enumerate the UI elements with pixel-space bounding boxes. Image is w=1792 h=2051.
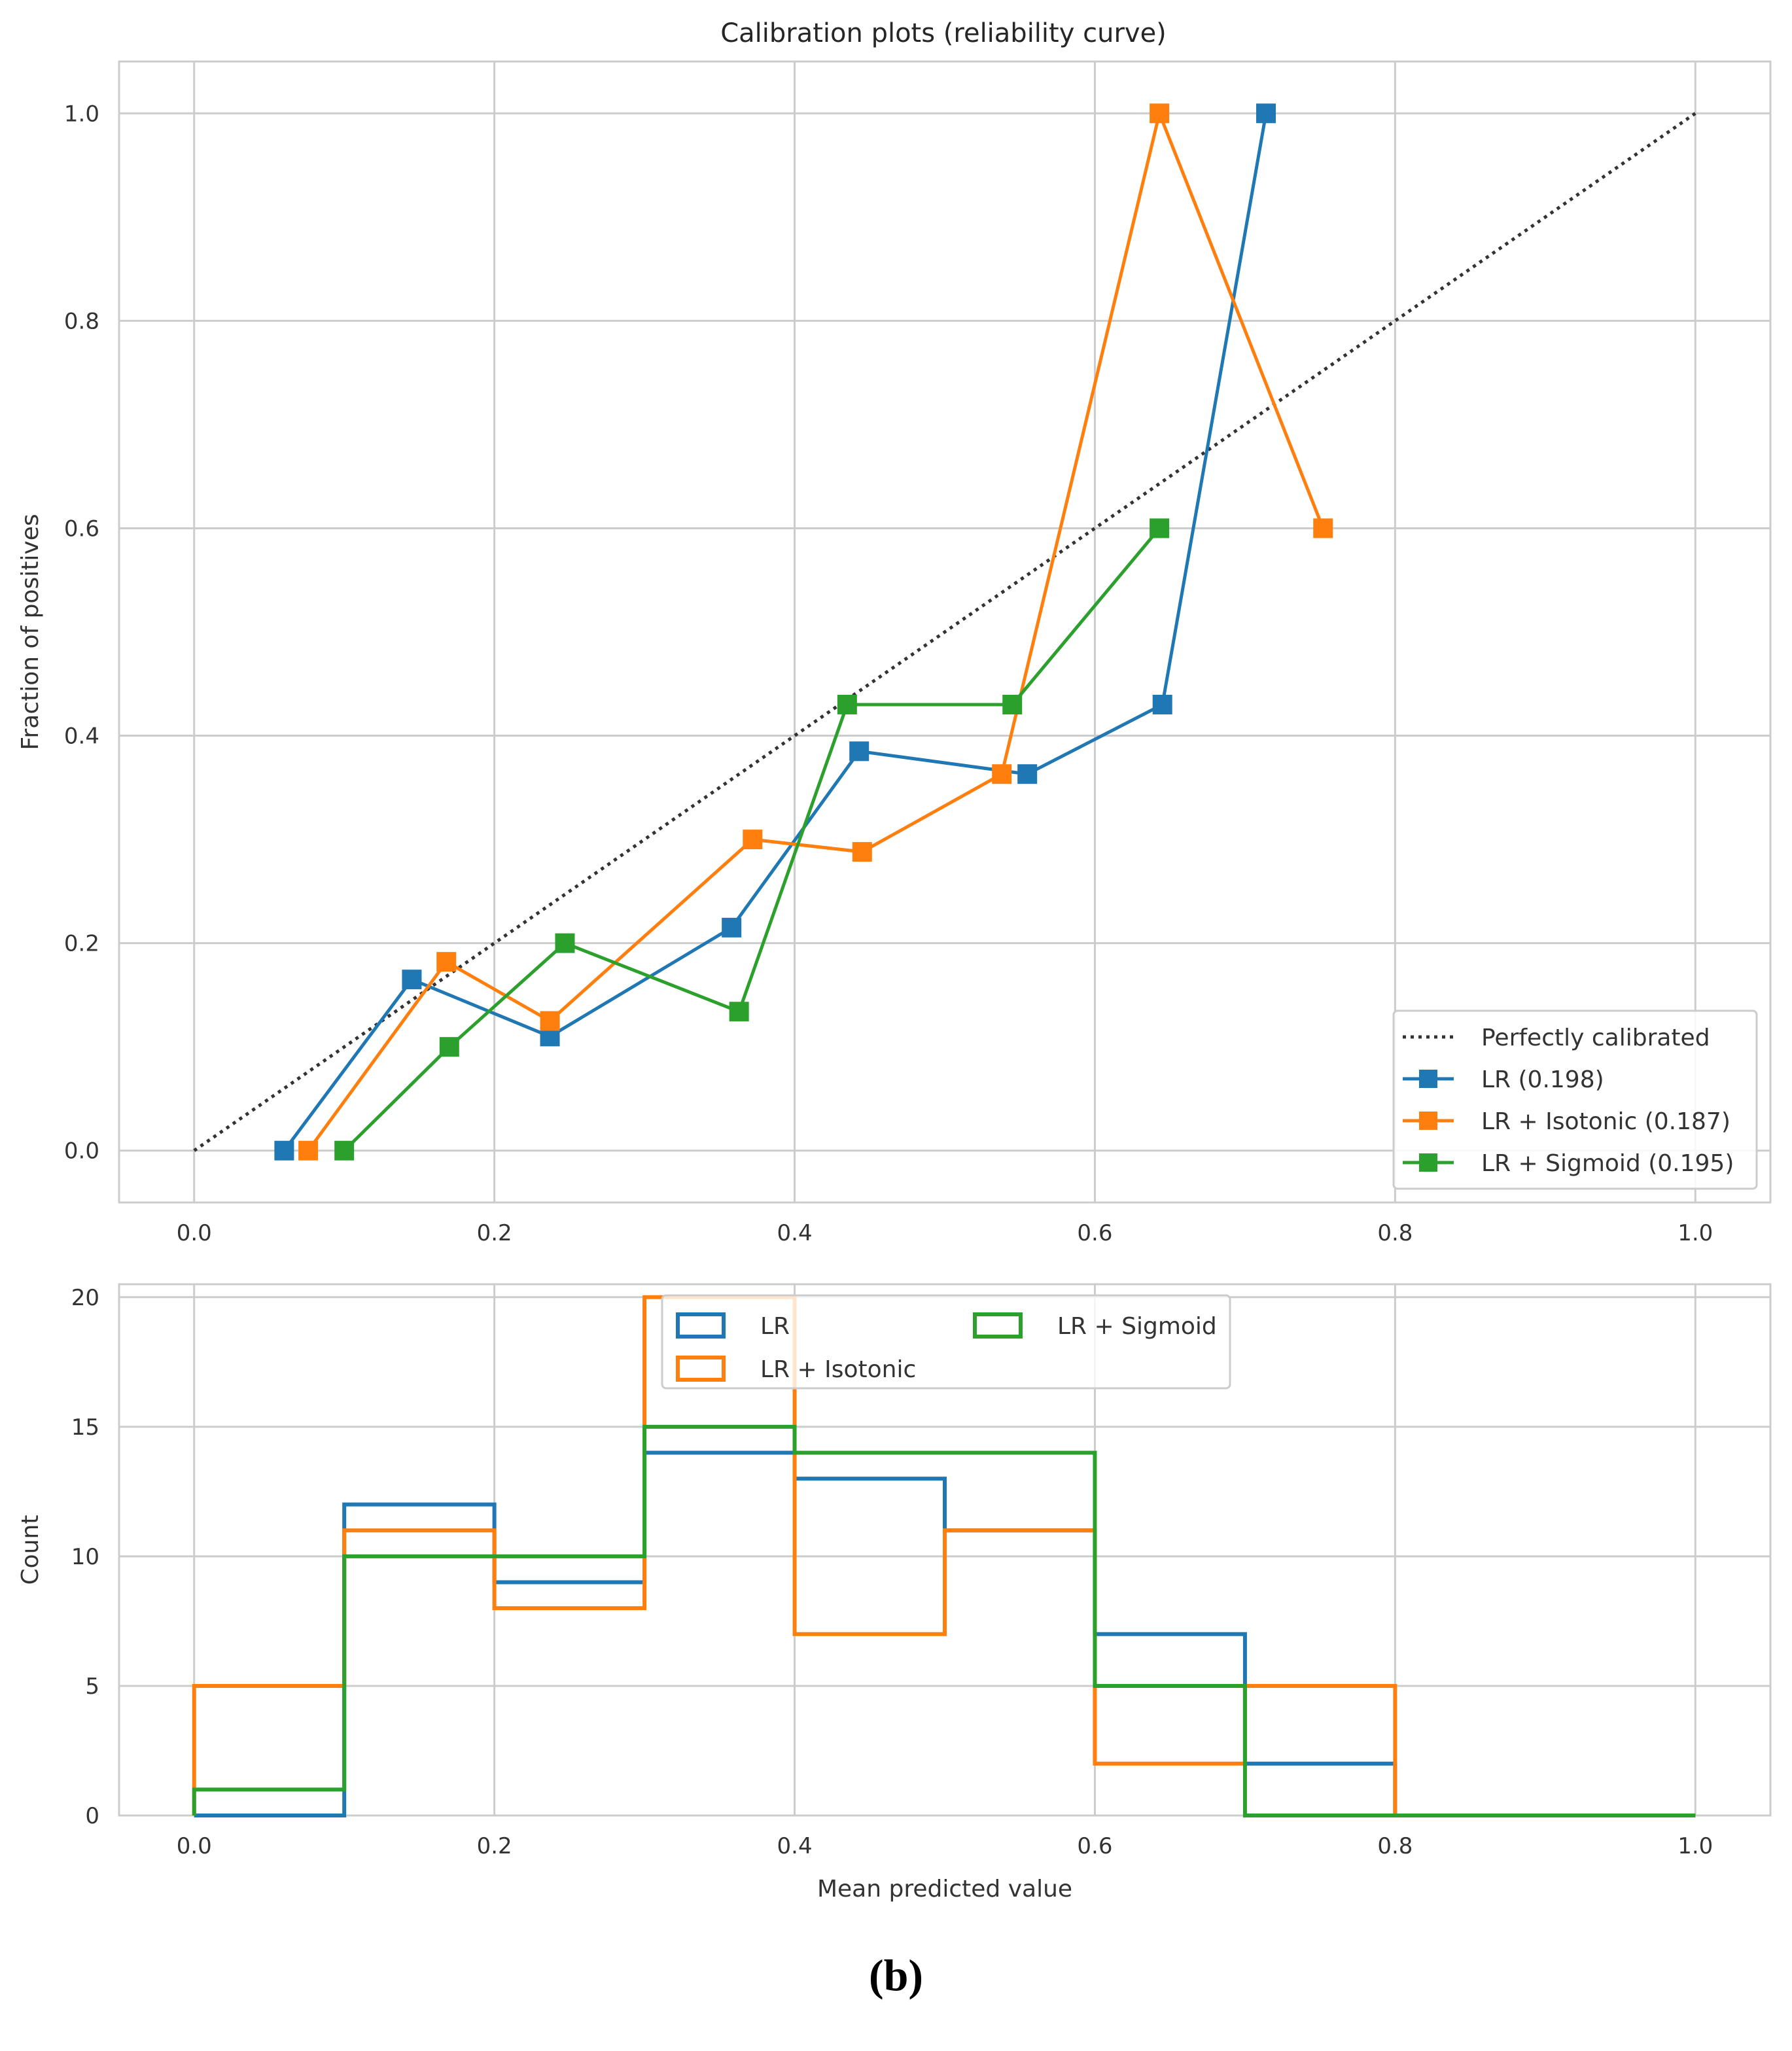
series-0-marker (1256, 103, 1276, 124)
series-2-marker (439, 1037, 459, 1057)
top-y-tick-label: 0.4 (64, 724, 99, 750)
histogram-step-1 (192, 1295, 1696, 1817)
top-x-tick-label: 0.6 (1077, 1220, 1112, 1246)
top-y-tick-label: 0.2 (64, 931, 99, 957)
series-1-marker (1313, 518, 1333, 538)
top-y-tick-label: 0.0 (64, 1138, 99, 1165)
series-1-marker (852, 842, 872, 862)
legend-swatch-marker (1419, 1112, 1437, 1130)
figure-caption: (b) (868, 1950, 924, 2000)
series-2-marker (334, 1140, 355, 1161)
top-legend: Perfectly calibrated LR (0.198) LR + Isoto… (1392, 1009, 1758, 1190)
series-line-1 (307, 111, 1325, 1152)
top-y-tick-label: 0.8 (64, 308, 99, 334)
series-0-marker (402, 970, 422, 990)
bottom-x-tick-label: 1.0 (1678, 1833, 1713, 1859)
bottom-x-tick-label: 0.4 (777, 1833, 813, 1859)
histogram-panel: 0.0 0.2 0.4 0.6 0.8 1.0 0 5 10 15 20 Count Mean pred… (17, 1283, 1772, 1902)
bottom-y-tick-label: 5 (85, 1674, 99, 1700)
legend-swatch-box (676, 1356, 726, 1382)
series-1-marker (540, 1011, 560, 1031)
legend-swatch-box (676, 1312, 726, 1339)
top-y-tick-label: 1.0 (64, 101, 99, 127)
series-1-marker (992, 764, 1012, 784)
top-chart-title: Calibration plots (reliability curve) (720, 18, 1167, 48)
legend-entry-label: LR (760, 1313, 790, 1340)
bottom-x-tick-label: 0.2 (477, 1833, 512, 1859)
top-x-tick-label: 1.0 (1678, 1220, 1713, 1246)
series-2-marker (1150, 518, 1170, 538)
series-0-marker (722, 917, 742, 938)
top-y-axis-label: Fraction of positives (17, 514, 44, 750)
series-1-marker (298, 1140, 319, 1161)
bottom-x-tick-label: 0.8 (1377, 1833, 1413, 1859)
series-0-marker (274, 1140, 294, 1161)
legend-swatch-box (973, 1312, 1023, 1339)
series-0-marker (1152, 694, 1172, 714)
legend-entry-label: LR (0.198) (1481, 1066, 1604, 1093)
bottom-x-tick-label: 0.0 (177, 1833, 212, 1859)
bottom-x-axis-label: Mean predicted value (817, 1876, 1072, 1902)
series-2-marker (729, 1002, 749, 1022)
legend-entry-label: LR + Isotonic (0.187) (1481, 1108, 1731, 1135)
series-line-0 (283, 113, 1268, 1152)
calibration-plot-panel: 0.0 0.2 0.4 0.6 0.8 1.0 0.0 0.2 0.4 0.6 0.8 1.0 Frac… (17, 60, 1772, 1246)
bottom-y-tick-label: 10 (71, 1544, 99, 1570)
series-1-marker (436, 952, 457, 972)
bottom-legend-frame (661, 1294, 1231, 1390)
perfectly-calibrated-line (193, 112, 1696, 1152)
legend-swatch-marker (1419, 1070, 1437, 1088)
legend-entry-label: LR + Isotonic (760, 1356, 916, 1383)
top-y-tick-label: 0.6 (64, 516, 99, 542)
bottom-x-tick-label: 0.6 (1077, 1833, 1112, 1859)
series-1-marker (1150, 103, 1170, 124)
legend-entry-label: LR + Sigmoid (0.195) (1481, 1150, 1734, 1177)
series-0-marker (1017, 764, 1038, 784)
top-x-tick-label: 0.0 (177, 1220, 212, 1246)
series-1-marker (743, 830, 763, 850)
bottom-y-tick-label: 0 (85, 1803, 99, 1829)
bottom-y-tick-label: 20 (71, 1285, 99, 1311)
legend-swatch-marker (1419, 1153, 1437, 1172)
series-2-marker (555, 933, 575, 953)
top-x-tick-label: 0.2 (477, 1220, 512, 1246)
histogram-step-2 (192, 1424, 1696, 1817)
series-2-marker (837, 694, 857, 714)
series-0-marker (849, 741, 870, 762)
series-2-marker (1002, 694, 1023, 714)
legend-entry-label: LR + Sigmoid (1057, 1313, 1217, 1340)
top-x-tick-label: 0.8 (1377, 1220, 1413, 1246)
legend-entry-label: Perfectly calibrated (1481, 1025, 1710, 1051)
top-x-tick-label: 0.4 (777, 1220, 813, 1246)
bottom-y-tick-label: 15 (71, 1414, 99, 1441)
bottom-legend: LR LR + Isotonic LR + Sigmoid (661, 1294, 1231, 1390)
bottom-y-axis-label: Count (17, 1515, 44, 1585)
top-legend-frame (1392, 1009, 1758, 1190)
